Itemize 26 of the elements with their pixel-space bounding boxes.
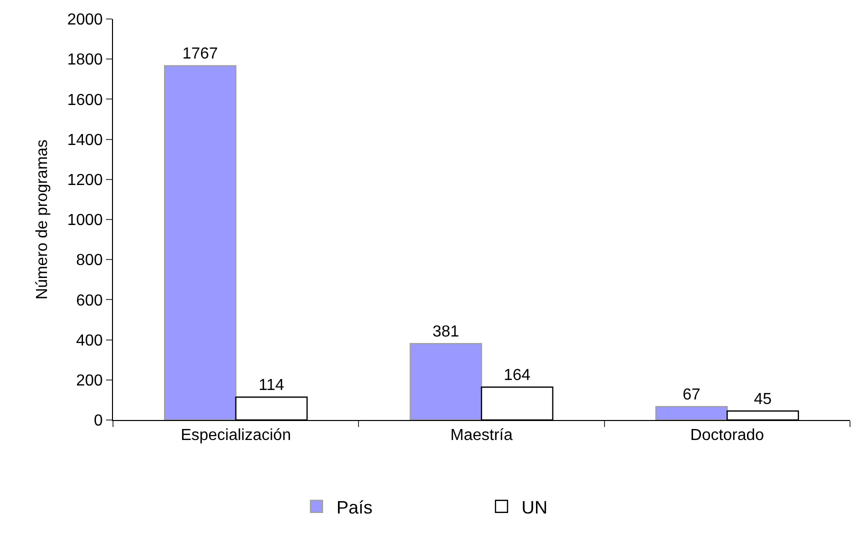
y-tick-label: 2000 <box>67 12 103 29</box>
data-label: 1767 <box>182 46 218 63</box>
data-label: 164 <box>504 367 531 384</box>
bar <box>164 65 236 420</box>
x-tick-label: Especialización <box>180 427 291 444</box>
y-tick-label: 800 <box>76 252 103 270</box>
data-label: 114 <box>258 377 284 394</box>
bar <box>655 406 728 420</box>
data-label: 381 <box>432 324 460 341</box>
y-tick-label: 400 <box>76 332 103 350</box>
legend-label: País <box>336 497 373 518</box>
data-label: 45 <box>754 390 772 408</box>
y-tick-label: 1000 <box>67 212 103 230</box>
y-axis-title: Número de programas <box>34 139 52 300</box>
data-label: 67 <box>682 386 700 404</box>
y-tick-label: 600 <box>76 292 103 310</box>
y-tick-label: 1400 <box>67 132 103 149</box>
bar <box>410 343 482 420</box>
x-tick-label: Doctorado <box>690 427 764 444</box>
y-tick-label: 0 <box>94 412 103 430</box>
y-tick-label: 200 <box>76 372 103 390</box>
y-tick-label: 1800 <box>67 52 103 69</box>
legend-label: UN <box>522 497 548 518</box>
x-tick-label: Maestría <box>450 427 513 444</box>
y-tick-label: 1200 <box>67 172 103 189</box>
y-tick-label: 1600 <box>67 92 103 109</box>
